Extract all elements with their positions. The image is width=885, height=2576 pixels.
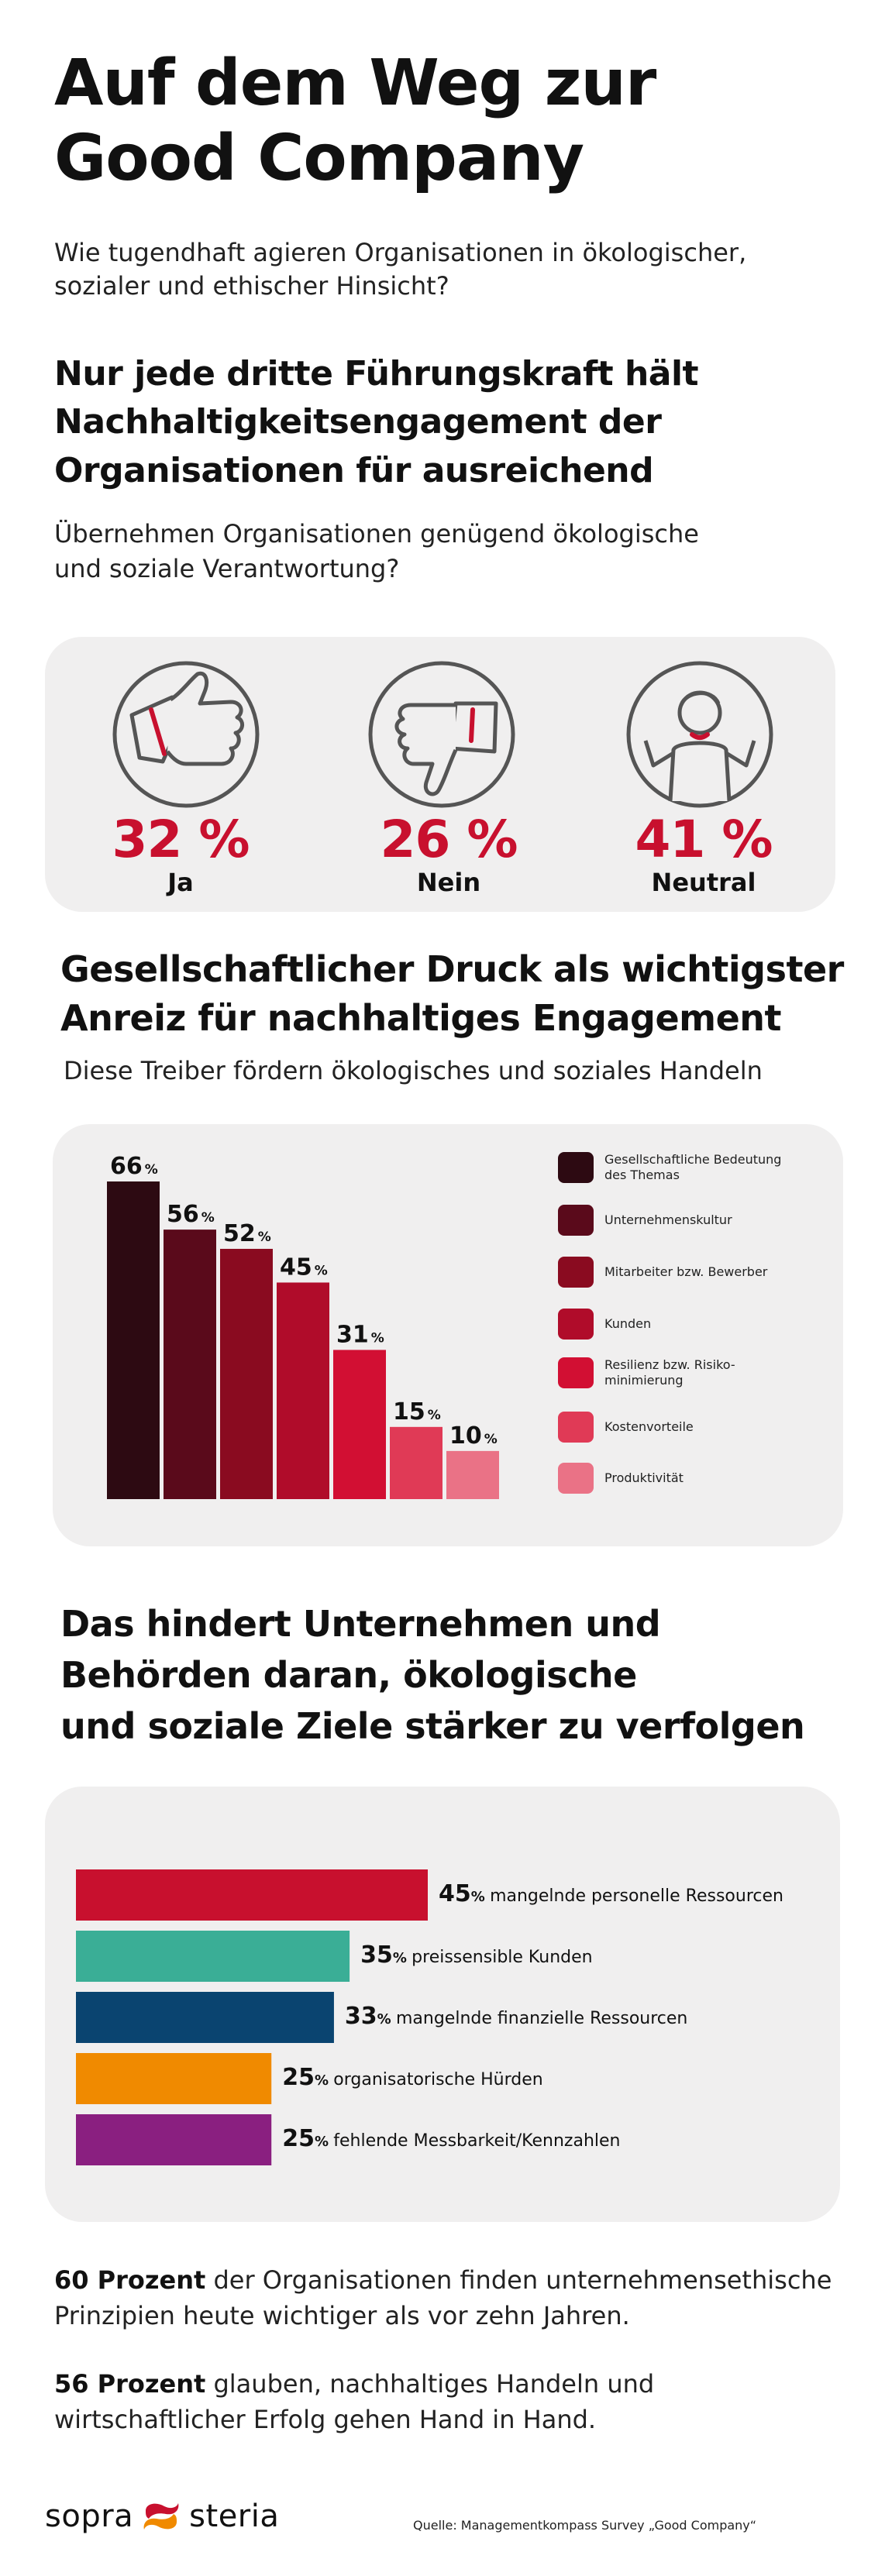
section3-heading: Das hindert Unternehmen und Behörden dar… bbox=[60, 1598, 866, 1752]
section3-heading-line-2: Behörden daran, ökologische bbox=[60, 1654, 637, 1697]
legend-item-1: Gesellschaftliche Bedeutung des Themas bbox=[558, 1152, 821, 1183]
section1-question-line-2: und soziale Verantwortung? bbox=[54, 553, 400, 583]
legend-swatch-1 bbox=[558, 1152, 594, 1183]
legend-label-1-line-1: Gesellschaftliche Bedeutung bbox=[604, 1152, 782, 1167]
section1-heading-line-1: Nur jede dritte Führungskraft hält bbox=[54, 354, 699, 394]
stat-label-no: Nein bbox=[416, 868, 481, 897]
legend-swatch-2 bbox=[558, 1205, 594, 1236]
driver-bar-label-4: 45% bbox=[280, 1254, 328, 1281]
legend-label-2: Unternehmenskultur bbox=[604, 1212, 732, 1227]
legend-label-5-line-2: minimierung bbox=[604, 1373, 684, 1388]
legend-item-3: Mitarbeiter bzw. Bewerber bbox=[558, 1257, 821, 1288]
section1-heading-line-3: Organisationen für ausreichend bbox=[54, 450, 654, 490]
section3-heading-line-3: und soziale Ziele stärker zu verfolgen bbox=[60, 1705, 805, 1748]
section3-heading-line-1: Das hindert Unternehmen und bbox=[60, 1603, 661, 1645]
legend-label-6: Kostenvorteile bbox=[604, 1419, 694, 1434]
barrier-label-2: 35% preissensible Kunden bbox=[360, 1941, 593, 1969]
legend-swatch-7 bbox=[558, 1463, 594, 1494]
section1-heading-line-2: Nachhaltigkeitsengagement der bbox=[54, 402, 662, 442]
legend-label-5: Resilienz bzw. Risiko- minimierung bbox=[604, 1357, 735, 1388]
barrier-label-4: 25% organisatorische Hürden bbox=[282, 2064, 543, 2091]
section2-heading-line-1: Gesellschaftlicher Druck als wichtigster bbox=[60, 948, 844, 990]
driver-bar-3 bbox=[220, 1248, 273, 1499]
barrier-bar-2 bbox=[76, 1931, 350, 1982]
subtitle-line-1: Wie tugendhaft agieren Organisationen in… bbox=[54, 238, 747, 267]
driver-bar-label-7: 10% bbox=[449, 1422, 498, 1450]
source-note: Quelle: Managementkompass Survey „Good C… bbox=[413, 2518, 757, 2533]
legend-swatch-3 bbox=[558, 1257, 594, 1288]
stat-value-yes: 32 % bbox=[112, 810, 250, 869]
sopra-steria-logo: sopra steria bbox=[45, 2499, 279, 2534]
legend-item-5: Resilienz bzw. Risiko- minimierung bbox=[558, 1357, 821, 1388]
barrier-bar-1 bbox=[76, 1869, 428, 1921]
section1-question-line-1: Übernehmen Organisationen genügend ökolo… bbox=[54, 519, 699, 549]
note-success-text: glauben, nachhaltiges Handeln und bbox=[205, 2369, 655, 2399]
note-ethics-text: der Organisationen finden unternehmenset… bbox=[205, 2265, 832, 2295]
legend-item-2: Unternehmenskultur bbox=[558, 1205, 821, 1236]
stat-label-yes: Ja bbox=[167, 868, 194, 897]
title-line-2: Good Company bbox=[54, 121, 584, 195]
barrier-bar-4 bbox=[76, 2053, 272, 2104]
driver-bar-label-3: 52% bbox=[223, 1220, 271, 1247]
section2-heading-line-2: Anreiz für nachhaltiges Engagement bbox=[60, 997, 782, 1040]
legend-item-7: Produktivität bbox=[558, 1463, 821, 1494]
note-success: 56 Prozent glauben, nachhaltiges Handeln… bbox=[54, 2366, 845, 2438]
legend-swatch-5 bbox=[558, 1357, 594, 1388]
legend-item-6: Kostenvorteile bbox=[558, 1412, 821, 1443]
barrier-label-5: 25% fehlende Messbarkeit/Kennzahlen bbox=[282, 2125, 621, 2152]
stat-label-neutral: Neutral bbox=[651, 868, 756, 897]
driver-bar-label-2: 56% bbox=[167, 1201, 215, 1228]
driver-bar-label-1: 66% bbox=[110, 1153, 158, 1180]
barrier-bar-5 bbox=[76, 2114, 272, 2165]
page-title: Auf dem Weg zur Good Company bbox=[54, 46, 829, 197]
thumbs-down-icon bbox=[368, 661, 515, 808]
legend-label-5-line-1: Resilienz bzw. Risiko- bbox=[604, 1357, 735, 1372]
logo-text-right: steria bbox=[189, 2499, 280, 2534]
legend-label-7: Produktivität bbox=[604, 1470, 684, 1485]
subtitle-line-2: sozialer und ethischer Hinsicht? bbox=[54, 271, 449, 301]
legend-swatch-6 bbox=[558, 1412, 594, 1443]
section2-heading: Gesellschaftlicher Druck als wichtigster… bbox=[60, 945, 866, 1044]
page-subtitle: Wie tugendhaft agieren Organisationen in… bbox=[54, 236, 829, 303]
driver-bar-1 bbox=[107, 1181, 160, 1499]
stat-value-no: 26 % bbox=[380, 810, 518, 869]
note-success-line-2: wirtschaftlicher Erfolg gehen Hand in Ha… bbox=[54, 2405, 597, 2435]
barrier-label-3: 33% mangelnde finanzielle Ressourcen bbox=[344, 2003, 688, 2030]
note-success-bold: 56 Prozent bbox=[54, 2369, 206, 2399]
stat-value-neutral: 41 % bbox=[635, 810, 773, 869]
driver-bar-2 bbox=[164, 1230, 216, 1499]
driver-bar-label-5: 31% bbox=[336, 1321, 384, 1348]
barrier-label-1: 45% mangelnde personelle Ressourcen bbox=[439, 1880, 783, 1907]
barrier-bar-3 bbox=[76, 1992, 334, 2043]
legend-label-4: Kunden bbox=[604, 1316, 652, 1331]
section2-subheading: Diese Treiber fördern ökologisches und s… bbox=[64, 1056, 763, 1085]
title-line-1: Auf dem Weg zur bbox=[54, 46, 656, 120]
driver-bar-7 bbox=[446, 1450, 499, 1499]
driver-bar-label-6: 15% bbox=[393, 1398, 441, 1426]
logo-text-left: sopra bbox=[45, 2499, 134, 2534]
driver-bar-5 bbox=[333, 1350, 386, 1499]
logo-mark-icon bbox=[143, 2503, 179, 2530]
section1-heading: Nur jede dritte Führungskraft hält Nachh… bbox=[54, 350, 852, 495]
driver-bar-4 bbox=[277, 1282, 329, 1499]
note-ethics: 60 Prozent der Organisationen finden unt… bbox=[54, 2262, 845, 2334]
legend-swatch-4 bbox=[558, 1309, 594, 1340]
legend-label-1-line-2: des Themas bbox=[604, 1168, 680, 1182]
note-ethics-line-2: Prinzipien heute wichtiger als vor zehn … bbox=[54, 2301, 630, 2331]
thumbs-up-icon bbox=[112, 661, 260, 808]
legend-label-1: Gesellschaftliche Bedeutung des Themas bbox=[604, 1152, 781, 1183]
driver-bar-6 bbox=[390, 1426, 442, 1499]
note-ethics-bold: 60 Prozent bbox=[54, 2265, 206, 2295]
section1-question: Übernehmen Organisationen genügend ökolo… bbox=[54, 517, 829, 586]
legend-item-4: Kunden bbox=[558, 1309, 821, 1340]
legend-label-3: Mitarbeiter bzw. Bewerber bbox=[604, 1264, 768, 1279]
shrugging-person-icon bbox=[626, 661, 773, 808]
